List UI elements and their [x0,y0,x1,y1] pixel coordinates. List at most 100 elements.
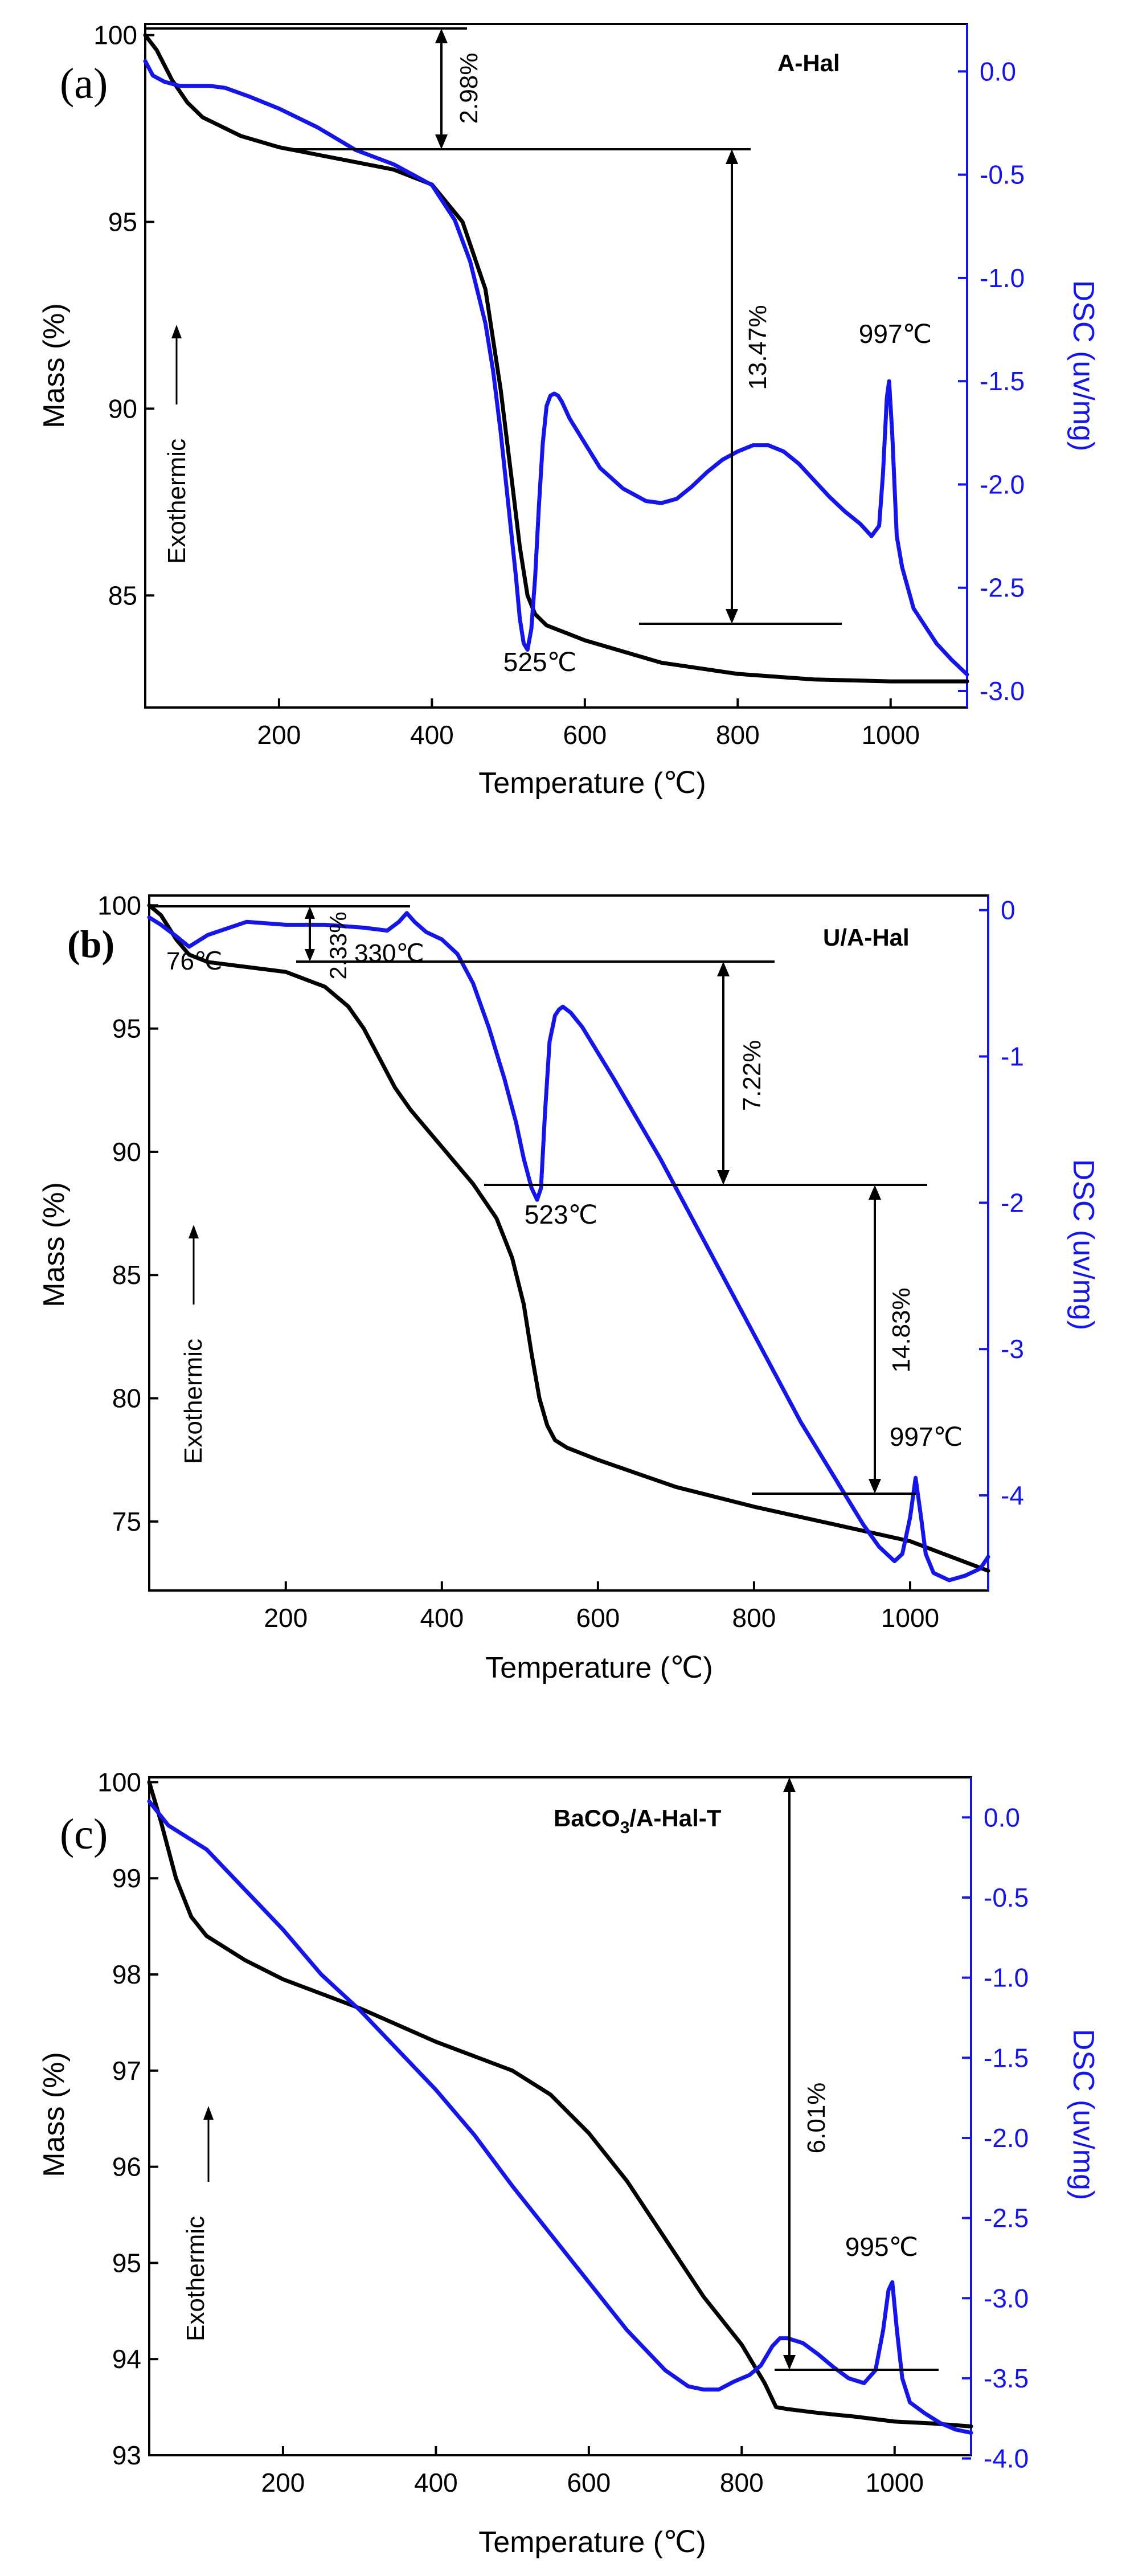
arrow-head [717,962,730,976]
exothermic-indicator: Exothermic [179,1225,207,1464]
y2-tick-label: -2.5 [984,2203,1029,2233]
y-tick-label: 95 [108,207,137,237]
y2-tick-label: -3.5 [984,2364,1029,2393]
arrow-head [305,906,315,919]
arrow-head [717,1170,730,1185]
y2-axis-label: DSC (uv/mg) [1067,2029,1100,2200]
y2-tick-label: -1.0 [980,263,1025,293]
x-tick-label: 800 [732,1603,776,1633]
panel-label: (b) [67,922,114,966]
panel-label: (c) [60,1810,108,1858]
panel-label: (a) [60,60,108,108]
arrow-head [869,1479,881,1494]
x-tick-label: 200 [261,2468,305,2497]
y2-tick-label: -3.0 [984,2283,1029,2313]
step-label: 2.98% [455,53,483,124]
peak-label: 995℃ [845,2232,918,2262]
y-tick-label: 99 [112,1863,141,1893]
arrow-head [783,2355,796,2370]
title-main: BaCO [554,1805,620,1831]
y2-tick-label: -4.0 [984,2444,1029,2473]
exothermic-label: Exothermic [163,439,191,564]
chart-title: U/A-Hal [823,924,910,951]
y2-tick-label: -2 [1001,1188,1024,1217]
x-tick-label: 800 [720,2468,764,2497]
y-axis-label: Mass (%) [38,1182,71,1307]
y2-ticks: 0 -1 -2 -3 -4 [979,896,1024,1590]
y-tick-label: 96 [112,2152,141,2182]
y2-axis-label: DSC (uv/mg) [1067,1159,1100,1330]
y-tick-label: 100 [97,1767,141,1797]
arrow-head [435,134,448,149]
y-tick-label: 100 [97,890,141,920]
exothermic-indicator: Exothermic [182,2106,214,2341]
series-lines [147,903,990,1583]
x-tick-label: 800 [716,720,760,750]
arrow-head [726,149,738,164]
peak-label: 525℃ [503,647,576,677]
chart-title: A-Hal [777,50,840,76]
x-tick-label: 400 [414,2468,458,2497]
peak-label: 523℃ [525,1200,597,1229]
y2-tick-label: -4 [1001,1481,1024,1510]
y-ticks: 93 94 95 96 97 98 99 100 [97,1767,158,2470]
x-tick-label: 400 [420,1603,464,1633]
x-axis-label: Temperature (℃) [478,767,706,800]
peak-label: 997℃ [890,1422,963,1451]
panel-c: 200 400 600 800 1000 93 94 95 96 97 98 99 100 0.0 -0… [38,1767,1100,2559]
series-lines [143,33,969,684]
title-rest: /A-Hal-T [629,1805,721,1831]
y2-tick-label: -0.5 [980,160,1025,190]
y2-tick-label: -2.5 [980,573,1025,603]
exothermic-indicator: Exothermic [163,325,191,564]
y-tick-label: 100 [93,21,137,50]
panel-a: 200 400 600 800 1000 85 90 95 100 0.0 -0.5 -1.0 -1… [38,21,1100,800]
y2-tick-label: 0.0 [980,56,1016,86]
x-ticks: 200 400 600 800 1000 [257,698,920,750]
dsc-curve [147,911,990,1583]
y-tick-label: 95 [112,1014,141,1044]
step-label: 13.47% [744,305,772,390]
arrow-head [305,949,315,962]
y-tick-label: 97 [112,2056,141,2086]
mass-curve [143,33,969,684]
y2-tick-label: -2.0 [980,469,1025,499]
arrow-head [869,1185,881,1200]
y-tick-label: 85 [112,1260,141,1290]
step-label: 7.22% [738,1040,766,1111]
mass-curve [147,1780,973,2428]
x-tick-label: 600 [567,2468,611,2497]
x-axis-label: Temperature (℃) [478,2526,706,2559]
x-tick-label: 200 [264,1603,308,1633]
x-ticks: 200 400 600 800 1000 [264,1581,939,1633]
peak-label: 76℃ [166,947,222,975]
y-tick-label: 93 [112,2440,141,2470]
arrow-heads [305,906,881,1494]
x-axis-label: Temperature (℃) [485,1651,712,1684]
x-tick-label: 400 [410,720,454,750]
y2-ticks: 0.0 -0.5 -1.0 -1.5 -2.0 -2.5 -3.0 [958,24,1025,708]
arrow-head [435,28,448,43]
y-tick-label: 95 [112,2248,141,2277]
arrow-heads [783,1777,796,2370]
exothermic-arrow-head [189,1225,199,1238]
arrow-head [783,1777,796,1792]
x-tick-label: 600 [563,720,607,750]
y2-tick-label: -1.0 [984,1963,1029,1993]
x-ticks: 200 400 600 800 1000 [261,2446,924,2497]
dsc-curve [143,59,969,677]
step-guides [775,1782,939,2371]
y2-tick-label: 0 [1001,896,1015,925]
title-subscript: 3 [620,1818,630,1837]
peak-label: 330℃ [354,939,424,967]
y-tick-label: 98 [112,1960,141,1989]
exothermic-arrow-head [171,325,182,338]
exothermic-label: Exothermic [182,2216,210,2341]
y2-tick-label: 0.0 [984,1802,1020,1832]
y-tick-label: 75 [112,1507,141,1536]
peak-label: 997℃ [859,319,932,349]
chart-title: BaCO3/A-Hal-T [554,1805,722,1837]
exothermic-label: Exothermic [179,1339,207,1464]
